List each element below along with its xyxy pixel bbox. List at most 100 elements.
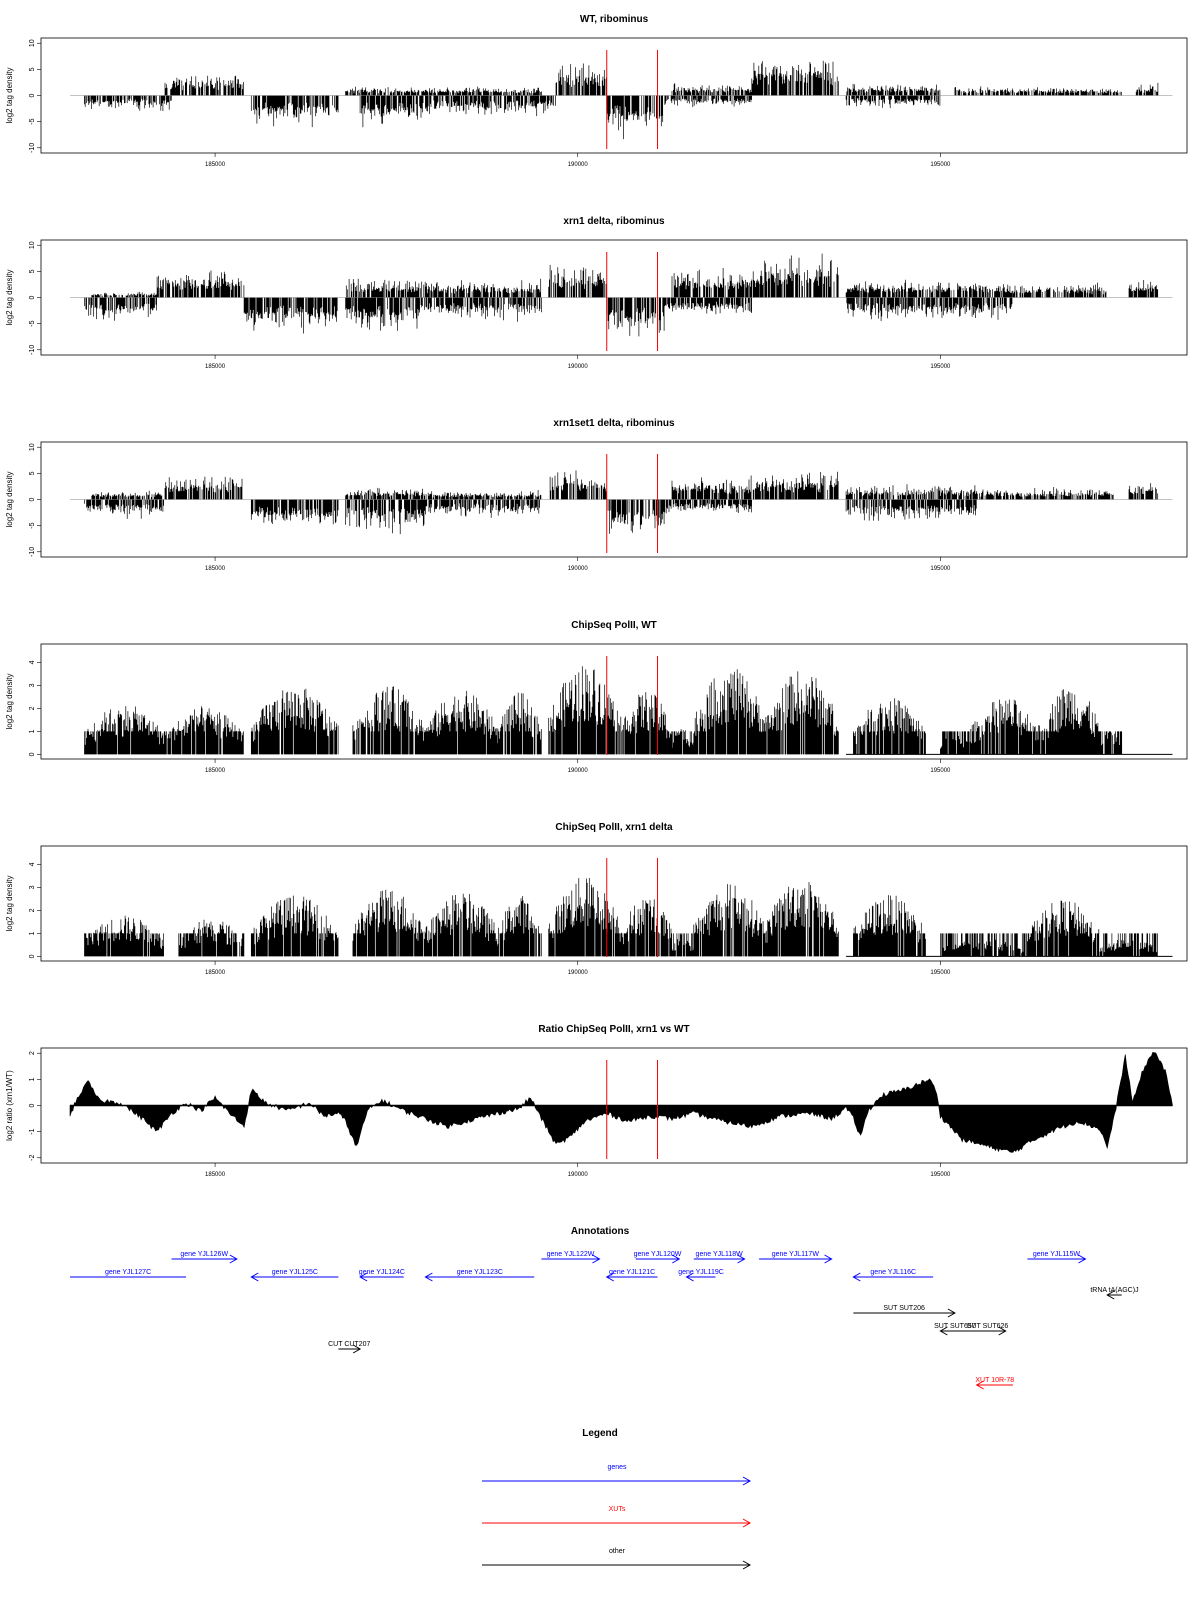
- panel-2: xrn1set1 delta, ribominus log2 tag densit…: [5, 418, 1188, 572]
- x-tick-label: 190000: [568, 768, 589, 774]
- signal-bars: [84, 470, 1159, 535]
- y-tick-label: 2: [29, 706, 36, 710]
- y-axis-label: log2 tag density: [5, 67, 14, 123]
- arrow-head: [824, 1254, 833, 1264]
- x-tick-label: 190000: [568, 364, 589, 370]
- data-series: [70, 60, 1173, 140]
- annotation-feature: gene YJL123C: [424, 1269, 535, 1282]
- feature-label: tRNA tA(AGC)J: [1090, 1287, 1138, 1294]
- y-tick-label: 5: [29, 67, 36, 71]
- x-tick-label: 195000: [930, 566, 951, 572]
- panel-1: xrn1 delta, ribominus log2 tag density -10…: [5, 216, 1188, 370]
- signal-bars: [84, 60, 1159, 140]
- data-series: [84, 878, 1173, 957]
- annotation-feature: tRNA tA(AGC)J: [1090, 1287, 1139, 1300]
- arrow-head: [592, 1254, 601, 1264]
- y-tick-label: -1: [29, 1128, 36, 1134]
- legend: Legend genes XUTs other: [482, 1428, 752, 1570]
- x-tick-label: 190000: [568, 162, 589, 168]
- y-tick-label: -5: [29, 320, 36, 326]
- signal-bars: [84, 878, 1158, 957]
- feature-label: gene YJL117W: [772, 1251, 820, 1258]
- y-axis-label: log2 tag density: [5, 269, 14, 325]
- y-tick-label: 2: [29, 1051, 36, 1055]
- annotation-feature: gene YJL122W: [541, 1251, 601, 1264]
- annotation-feature: gene YJL115W: [1027, 1251, 1087, 1264]
- y-tick-label: 0: [29, 295, 36, 299]
- x-tick-label: 195000: [930, 364, 951, 370]
- y-tick-label: 4: [29, 862, 36, 866]
- feature-label: gene YJL116C: [870, 1269, 916, 1276]
- y-axis-label: log2 tag density: [5, 875, 14, 931]
- arrow-head: [352, 1344, 362, 1354]
- legend-label: genes: [607, 1464, 627, 1471]
- annotation-feature: XUT 10R-78: [975, 1377, 1014, 1390]
- x-tick-label: 190000: [568, 1172, 589, 1178]
- feature-label: XUT 10R-78: [975, 1377, 1014, 1384]
- feature-label: gene YJL126W: [180, 1251, 228, 1258]
- feature-label: gene YJL120W: [634, 1251, 682, 1258]
- x-tick-label: 195000: [930, 970, 951, 976]
- arrow-head: [605, 1272, 614, 1282]
- y-tick-label: 4: [29, 660, 36, 664]
- arrow-head: [672, 1254, 681, 1264]
- feature-label: gene YJL115W: [1033, 1251, 1081, 1258]
- y-tick-label: 10: [29, 241, 36, 249]
- arrow-head: [939, 1326, 948, 1336]
- legend-item: XUTs: [482, 1506, 752, 1528]
- arrow-head: [737, 1254, 746, 1264]
- data-series: [70, 470, 1173, 535]
- feature-label: CUT CUT207: [328, 1341, 370, 1348]
- plot-frame: [40, 845, 1188, 962]
- y-tick-label: 3: [29, 683, 36, 687]
- arrow-head: [359, 1272, 368, 1282]
- arrow-head: [424, 1272, 433, 1282]
- y-tick-label: -10: [29, 547, 36, 557]
- panel-0: WT, ribominus log2 tag density -10 -5 0 5 10 18…: [5, 14, 1188, 168]
- legend-item: genes: [482, 1464, 752, 1486]
- y-tick-label: 5: [29, 269, 36, 273]
- annotations-title: Annotations: [571, 1226, 630, 1237]
- annotation-feature: gene YJL119C: [678, 1269, 724, 1282]
- feature-label: gene YJL125C: [272, 1269, 318, 1276]
- panel-title: xrn1 delta, ribominus: [563, 216, 665, 227]
- x-tick-label: 195000: [930, 162, 951, 168]
- y-tick-label: -10: [29, 143, 36, 153]
- feature-label: SUT SUT626: [967, 1323, 1009, 1330]
- annotation-feature: gene YJL120W: [634, 1251, 682, 1264]
- y-tick-label: 5: [29, 471, 36, 475]
- panel-title: ChipSeq PolII, xrn1 delta: [555, 822, 673, 833]
- panel-title: WT, ribominus: [580, 14, 649, 25]
- y-tick-label: 0: [29, 954, 36, 958]
- x-tick-label: 195000: [930, 1172, 951, 1178]
- annotation-feature: SUT SUT626: [967, 1323, 1009, 1336]
- ratio-area: [69, 1052, 1173, 1153]
- feature-label: gene YJL121C: [609, 1269, 655, 1276]
- x-tick-label: 185000: [205, 162, 226, 168]
- panel-3: ChipSeq PolII, WT log2 tag density 0 1 2 3 4 18…: [5, 620, 1188, 774]
- y-tick-label: 0: [29, 93, 36, 97]
- legend-arrow: [742, 1560, 752, 1570]
- y-tick-label: 1: [29, 931, 36, 935]
- y-axis-label: log2 tag density: [5, 673, 14, 729]
- panel-4: ChipSeq PolII, xrn1 delta log2 tag densit…: [5, 822, 1188, 976]
- x-tick-label: 185000: [205, 364, 226, 370]
- annotation-feature: gene YJL127C: [70, 1269, 187, 1278]
- annotation-feature: gene YJL117W: [759, 1251, 833, 1264]
- annotation-feature: SUT SUT206: [853, 1305, 956, 1318]
- feature-label: gene YJL123C: [457, 1269, 503, 1276]
- legend-arrow: [742, 1518, 752, 1528]
- annotation-feature: gene YJL125C: [250, 1269, 339, 1282]
- annotations: Annotations gene YJL127C gene YJL126W gene …: [70, 1226, 1139, 1390]
- y-tick-label: -10: [29, 345, 36, 355]
- feature-label: gene YJL122W: [547, 1251, 595, 1258]
- plot-frame: [40, 643, 1188, 760]
- feature-label: gene YJL118W: [696, 1251, 744, 1258]
- y-axis-label: log2 ratio (xrn1/WT): [5, 1070, 14, 1141]
- y-tick-label: -2: [29, 1155, 36, 1161]
- y-tick-label: 2: [29, 908, 36, 912]
- x-tick-label: 195000: [930, 768, 951, 774]
- arrow-head: [947, 1308, 956, 1318]
- annotation-feature: gene YJL118W: [693, 1251, 746, 1264]
